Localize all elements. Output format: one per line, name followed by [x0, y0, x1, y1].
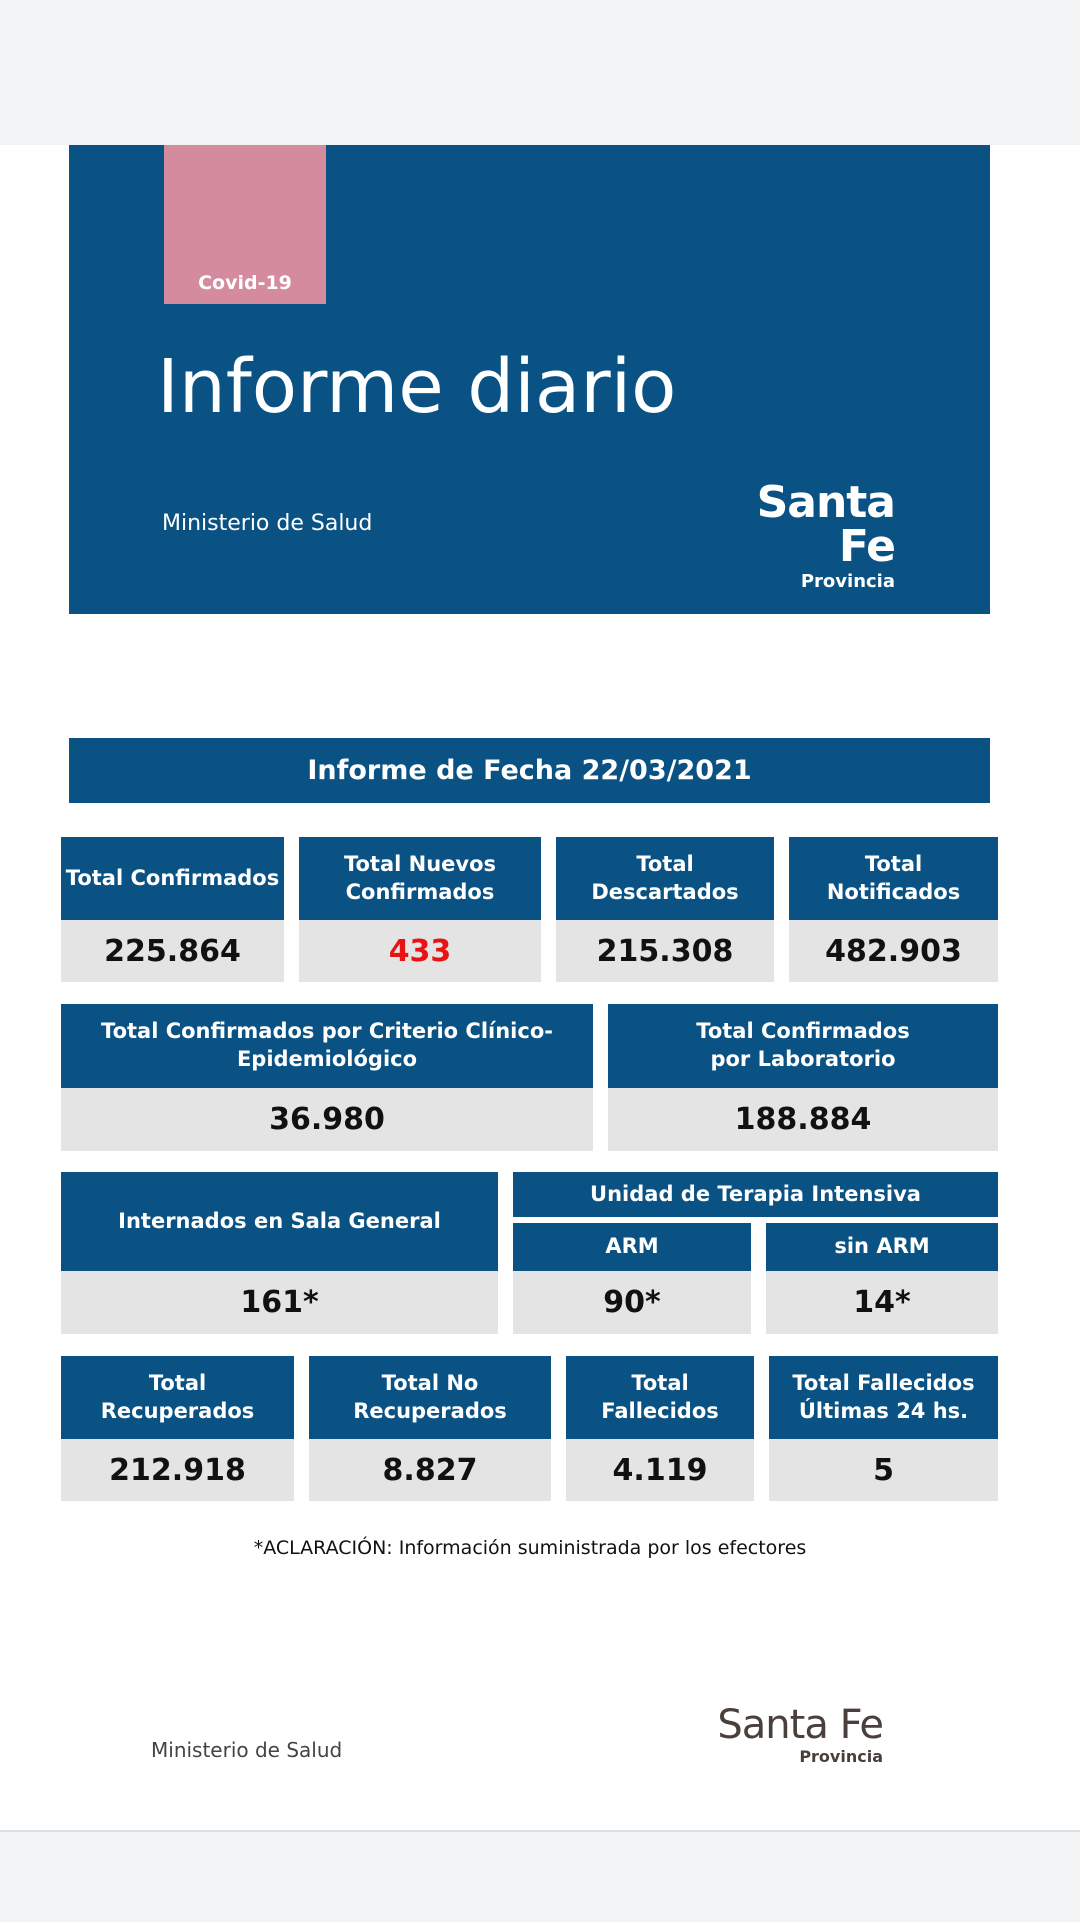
clarification-note: *ACLARACIÓN: Información suministrada po…	[253, 1537, 807, 1559]
total-nuevos-confirmados-value: 433	[299, 920, 541, 982]
footer-logo-main-text: Santa Fe	[717, 1702, 884, 1748]
report-title: Informe diario	[157, 344, 677, 430]
confirmados-laboratorio-value: 188.884	[608, 1088, 998, 1151]
total-notificados-value: 482.903	[789, 920, 998, 982]
confirmados-clinico-value: 36.980	[61, 1088, 593, 1151]
footer-santa-fe-logo: Santa Fe Provincia	[690, 1702, 884, 1766]
footer-ministry-label: Ministerio de Salud	[151, 1738, 343, 1762]
sin-arm-label: sin ARM	[766, 1223, 998, 1271]
total-fallecidos-value: 4.119	[566, 1439, 754, 1501]
total-confirmados-label: Total Confirmados	[61, 837, 284, 920]
fallecidos-24hs-value: 5	[769, 1439, 998, 1501]
santa-fe-logo: Santa Fe Provincia	[700, 477, 896, 593]
total-descartados-label: Total Descartados	[556, 837, 774, 920]
fallecidos-24hs-label: Total Fallecidos Últimas 24 hs.	[769, 1356, 998, 1439]
logo-main-text: Santa Fe	[756, 477, 896, 572]
total-nuevos-confirmados-label: Total Nuevos Confirmados	[299, 837, 541, 920]
sala-general-label: Internados en Sala General	[61, 1172, 498, 1271]
arm-value: 90*	[513, 1271, 751, 1334]
ministry-label: Ministerio de Salud	[162, 511, 373, 536]
total-recuperados-value: 212.918	[61, 1439, 294, 1501]
total-no-recuperados-label: Total No Recuperados	[309, 1356, 551, 1439]
footer-logo-sub-text: Provincia	[799, 1747, 883, 1766]
total-recuperados-label: Total Recuperados	[61, 1356, 294, 1439]
total-confirmados-value: 225.864	[61, 920, 284, 982]
uti-title: Unidad de Terapia Intensiva	[513, 1172, 998, 1217]
total-notificados-label: Total Notificados	[789, 837, 998, 920]
covid-tag: Covid-19	[164, 145, 326, 304]
report-date: Informe de Fecha 22/03/2021	[69, 738, 990, 803]
arm-label: ARM	[513, 1223, 751, 1271]
viewer-top-band	[0, 0, 1080, 145]
total-descartados-value: 215.308	[556, 920, 774, 982]
viewer-bottom-band	[0, 1830, 1080, 1922]
total-no-recuperados-value: 8.827	[309, 1439, 551, 1501]
confirmados-laboratorio-label: Total Confirmados por Laboratorio	[608, 1004, 998, 1088]
logo-sub-text: Provincia	[800, 571, 895, 592]
confirmados-clinico-label: Total Confirmados por Criterio Clínico-E…	[61, 1004, 593, 1088]
sin-arm-value: 14*	[766, 1271, 998, 1334]
total-fallecidos-label: Total Fallecidos	[566, 1356, 754, 1439]
sala-general-value: 161*	[61, 1271, 498, 1334]
